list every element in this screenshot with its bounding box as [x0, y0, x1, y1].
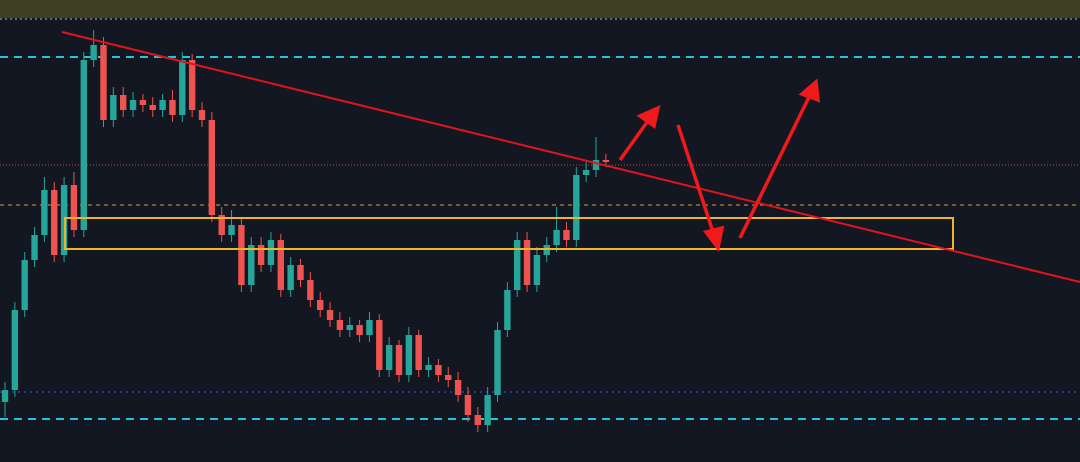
- candle-body: [514, 240, 521, 290]
- candle-body: [149, 105, 156, 110]
- candle-body: [297, 265, 304, 280]
- candle-body: [80, 60, 87, 230]
- arrow-head: [636, 104, 661, 129]
- candle-body: [110, 95, 117, 120]
- candle-body: [523, 240, 531, 285]
- candle-body: [376, 320, 383, 370]
- candle-body: [336, 320, 344, 330]
- candle-body: [51, 190, 58, 255]
- candle-body: [208, 120, 216, 215]
- trend-line: [61, 31, 1080, 283]
- candle-body: [31, 235, 38, 260]
- candle-body: [592, 160, 600, 170]
- candle-body: [139, 100, 147, 105]
- arrow-head: [798, 78, 821, 103]
- candle-body: [287, 265, 294, 290]
- zone-box: [64, 217, 954, 250]
- arrow: [618, 116, 652, 162]
- candle-body: [366, 320, 373, 335]
- candle-body: [454, 380, 462, 395]
- candle-body: [100, 45, 107, 120]
- candle-body: [582, 170, 590, 175]
- candle-body: [218, 215, 225, 235]
- candle-body: [120, 95, 127, 110]
- candle-body: [129, 100, 137, 110]
- candle-body: [464, 395, 472, 415]
- candle-body: [198, 110, 206, 120]
- candle-body: [346, 325, 353, 330]
- candle-body: [573, 175, 580, 240]
- candle-body: [445, 375, 452, 380]
- candle-body: [504, 290, 511, 330]
- candle-body: [307, 280, 314, 300]
- candle-body: [395, 345, 403, 375]
- candle-body: [533, 255, 541, 285]
- candle-body: [1, 390, 9, 402]
- candle-body: [553, 230, 560, 245]
- top-bar: [0, 0, 1080, 18]
- candle-body: [356, 325, 363, 335]
- candle-body: [21, 260, 28, 310]
- candle-body: [563, 230, 570, 240]
- arrow-head: [703, 225, 725, 253]
- candle-body: [169, 100, 176, 115]
- candle-body: [317, 300, 324, 310]
- candle-body: [11, 310, 19, 390]
- candle-body: [267, 240, 275, 265]
- candle-body: [248, 245, 255, 285]
- arrows: [618, 78, 821, 253]
- candle-body: [415, 335, 422, 370]
- candle-body: [228, 225, 235, 235]
- candle-body: [70, 185, 78, 230]
- candle-body: [474, 415, 481, 425]
- candle-body: [41, 190, 48, 235]
- candle-body: [494, 330, 501, 395]
- candle-body: [385, 345, 393, 370]
- arrow: [676, 124, 716, 236]
- candle-body: [326, 310, 334, 320]
- candle-body: [484, 395, 491, 425]
- candle-body: [602, 160, 610, 162]
- candle-body: [405, 335, 413, 375]
- candle-body: [238, 225, 245, 285]
- candle-body: [257, 245, 265, 265]
- candle-body: [435, 365, 442, 375]
- candle-body: [159, 100, 166, 110]
- candle-body: [277, 240, 284, 290]
- candle-body: [425, 365, 432, 370]
- candles: [1, 30, 610, 432]
- candle-body: [90, 45, 97, 60]
- candle-body: [179, 60, 186, 115]
- candle-body: [188, 60, 196, 110]
- arrow: [738, 94, 812, 239]
